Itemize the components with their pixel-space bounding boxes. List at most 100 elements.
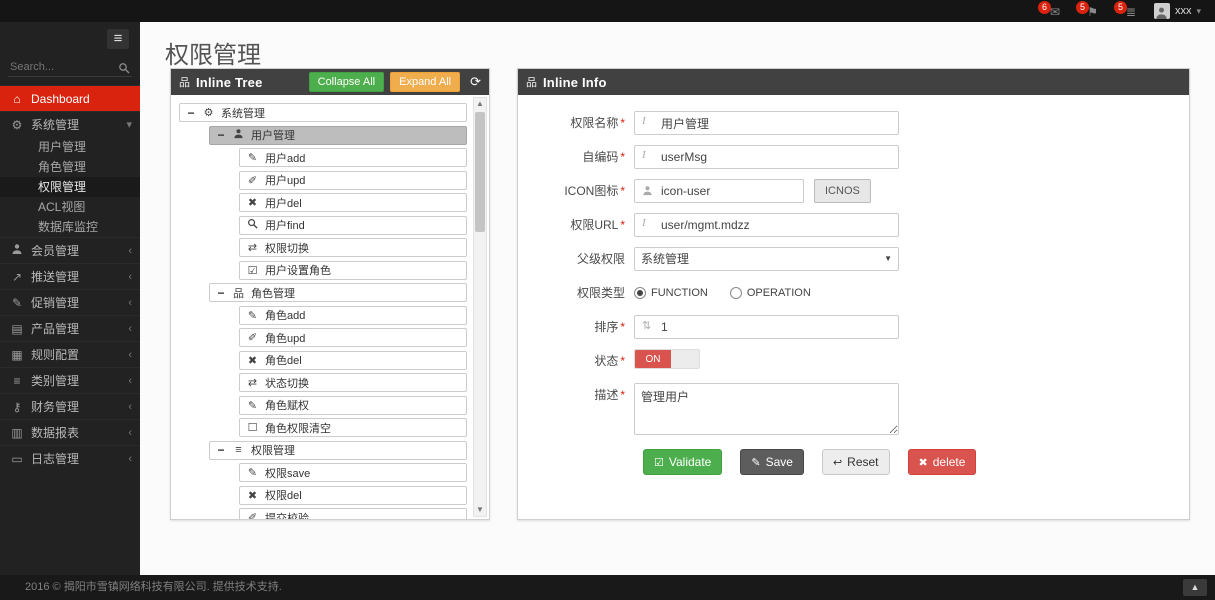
- edit-icon: ✐: [247, 174, 258, 187]
- tree-node-用户add[interactable]: ✎ 用户add: [239, 148, 467, 167]
- user-menu[interactable]: xxx ▾: [1153, 3, 1201, 19]
- sidebar-item-促销管理[interactable]: ✎ 促销管理 ‹: [0, 289, 140, 315]
- collapse-all-button[interactable]: Collapse All: [308, 72, 385, 92]
- sidebar-item-label: 类别管理: [31, 374, 80, 388]
- refresh-icon[interactable]: ⟳: [470, 74, 481, 89]
- sidebar-item-label: 促销管理: [31, 296, 80, 310]
- collapse-minus-icon[interactable]: −: [217, 128, 225, 142]
- status-toggle[interactable]: ON: [634, 349, 700, 369]
- inline-info-header: 品 Inline Info: [518, 69, 1189, 95]
- sidebar-subitem-用户管理[interactable]: 用户管理: [38, 140, 87, 154]
- chevron-left-icon: ‹: [128, 348, 132, 361]
- footer: 2016 © 揭阳市雪镇网络科技有限公司. 提供技术支持. ▲: [0, 575, 1215, 600]
- flag-icon: ⚑: [1087, 5, 1098, 19]
- navbar-notification[interactable]: ✉ 6: [1037, 1, 1060, 19]
- parent-permission-select[interactable]: 系统管理 ▼: [634, 247, 899, 271]
- pencil-icon: ✎: [247, 467, 258, 479]
- back-to-top-button[interactable]: ▲: [1183, 579, 1207, 596]
- tree-node-用户管理[interactable]: − 用户管理: [209, 125, 467, 145]
- italic-icon: I: [642, 149, 646, 161]
- avatar: [1153, 3, 1170, 19]
- chevron-left-icon: ‹: [128, 374, 132, 387]
- collapse-minus-icon[interactable]: −: [187, 105, 195, 120]
- sidebar-item-规则配置[interactable]: ▦ 规则配置 ‹: [0, 341, 140, 367]
- tree-node-角色权限清空[interactable]: ☐ 角色权限清空: [239, 418, 467, 437]
- sidebar-item-产品管理[interactable]: ▤ 产品管理 ‹: [0, 315, 140, 341]
- navbar-notification[interactable]: ⚑ 5: [1075, 1, 1098, 19]
- sidebar-search: [8, 58, 132, 77]
- permission-name-input[interactable]: [634, 111, 899, 135]
- sidebar-subitem-角色管理[interactable]: 角色管理: [38, 160, 87, 174]
- tree-node-状态切换[interactable]: ⇄ 状态切换: [239, 373, 467, 392]
- code-input[interactable]: [634, 145, 899, 169]
- expand-all-button[interactable]: Expand All: [390, 72, 461, 92]
- navbar-notification[interactable]: ≣ 5: [1113, 1, 1136, 19]
- sidebar-item-财务管理[interactable]: ⚷ 财务管理 ‹: [0, 393, 140, 419]
- tree-node-label: 用户find: [265, 220, 305, 232]
- tree-scrollbar[interactable]: ▲ ▼: [473, 97, 487, 517]
- tree-node-系统管理[interactable]: − ⚙ 系统管理: [179, 103, 467, 122]
- sidebar-subitem-数据库监控[interactable]: 数据库监控: [38, 220, 99, 234]
- icnos-button[interactable]: ICNOS: [814, 179, 871, 203]
- radio-operation[interactable]: OPERATION: [729, 287, 811, 299]
- sidebar-item-会员管理[interactable]: 会员管理 ‹: [0, 237, 140, 263]
- url-input[interactable]: [634, 213, 899, 237]
- tree-node-label: 角色权限清空: [265, 422, 331, 435]
- home-icon: ⌂: [13, 91, 21, 106]
- scroll-down-icon[interactable]: ▼: [476, 505, 484, 514]
- sidebar-item-日志管理[interactable]: ▭ 日志管理 ‹: [0, 445, 140, 471]
- tree-node-用户find[interactable]: 用户find: [239, 215, 467, 235]
- tree-node-提交校验[interactable]: ✐ 提交校验: [239, 508, 467, 519]
- sidebar-subitem-权限管理[interactable]: 权限管理: [0, 177, 140, 197]
- tree-node-用户设置角色[interactable]: ☑ 用户设置角色: [239, 260, 467, 280]
- collapse-minus-icon[interactable]: −: [217, 443, 225, 457]
- sidebar-item-系统管理[interactable]: ⚙ 系统管理 ▾: [0, 111, 140, 137]
- parent-permission-label: 父级权限: [576, 252, 625, 266]
- tree-node-角色upd[interactable]: ✐ 角色upd: [239, 328, 467, 347]
- x-icon: ✖: [247, 354, 258, 367]
- collapse-minus-icon[interactable]: −: [217, 285, 225, 300]
- permission-type-label: 权限类型: [576, 286, 625, 300]
- pencil-icon: ✎: [247, 399, 258, 412]
- tree-node-权限切换[interactable]: ⇄ 权限切换: [239, 238, 467, 257]
- reset-button[interactable]: ↩ Reset: [821, 449, 890, 475]
- search-input[interactable]: [10, 61, 118, 73]
- sidebar-item-数据报表[interactable]: ▥ 数据报表 ‹: [0, 419, 140, 445]
- radio-function[interactable]: FUNCTION: [634, 287, 708, 299]
- delete-button[interactable]: ✖ delete: [907, 449, 977, 475]
- sidebar-item-label: 日志管理: [31, 452, 80, 466]
- tree-node-角色赋权[interactable]: ✎ 角色赋权: [239, 395, 467, 415]
- inline-tree-title: Inline Tree: [196, 74, 263, 90]
- tree-node-用户del[interactable]: ✖ 用户del: [239, 193, 467, 212]
- sidebar-item-类别管理[interactable]: ≡ 类别管理 ‹: [0, 367, 140, 393]
- hamburger-menu-icon[interactable]: ≡: [107, 29, 129, 49]
- icon-input[interactable]: [634, 179, 804, 203]
- sidebar-item-推送管理[interactable]: ↗ 推送管理 ‹: [0, 263, 140, 289]
- tree-node-权限save[interactable]: ✎ 权限save: [239, 463, 467, 482]
- sort-input[interactable]: [634, 315, 899, 339]
- sort-label: 排序: [518, 315, 634, 339]
- description-textarea[interactable]: 管理用户: [634, 383, 899, 435]
- tree-node-label: 用户del: [265, 197, 302, 210]
- validate-button[interactable]: ☑ Validate: [643, 449, 723, 475]
- inline-info-panel: 品 Inline Info 权限名称 I 自编码 I ICON图标: [517, 68, 1190, 520]
- sidebar-subitem-ACL视图[interactable]: ACL视图: [38, 200, 86, 214]
- list-icon: ≡: [235, 444, 242, 456]
- tree-node-用户upd[interactable]: ✐ 用户upd: [239, 170, 467, 190]
- scroll-up-icon[interactable]: ▲: [476, 99, 484, 108]
- tree-node-角色add[interactable]: ✎ 角色add: [239, 305, 467, 325]
- sidebar-item-Dashboard[interactable]: ⌂ Dashboard: [0, 85, 140, 111]
- share-icon: ↗: [11, 269, 23, 284]
- save-button[interactable]: ✎ Save: [740, 449, 804, 475]
- tree-node-角色del[interactable]: ✖ 角色del: [239, 350, 467, 370]
- toggle-on-segment: ON: [635, 350, 671, 368]
- sidebar-item-label: 推送管理: [31, 270, 80, 284]
- tree-node-label: 状态切换: [265, 377, 309, 390]
- scrollbar-thumb[interactable]: [475, 112, 485, 232]
- notification-badge: 5: [1113, 1, 1127, 14]
- tree-node-权限del[interactable]: ✖ 权限del: [239, 485, 467, 505]
- search-icon: [118, 61, 130, 74]
- tree-node-角色管理[interactable]: − 品角色管理: [209, 283, 467, 302]
- tree-node-权限管理[interactable]: − ≡ 权限管理: [209, 440, 467, 460]
- tree-node-label: 权限切换: [265, 242, 309, 255]
